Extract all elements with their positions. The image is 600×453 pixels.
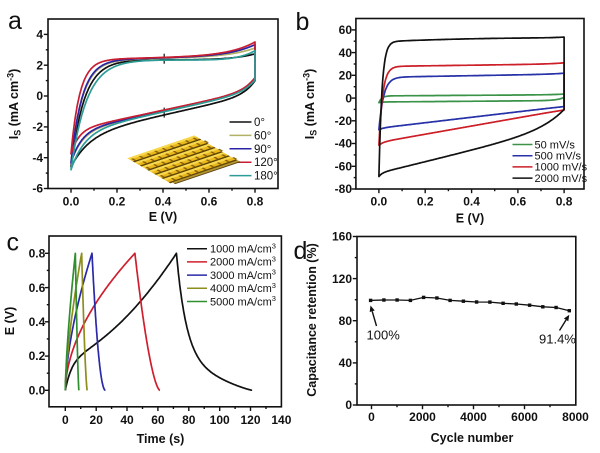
svg-text:E (V): E (V) xyxy=(3,307,17,335)
svg-text:0.4: 0.4 xyxy=(463,195,480,209)
svg-text:1000 mA/cm3: 1000 mA/cm3 xyxy=(210,241,276,255)
svg-text:0.8: 0.8 xyxy=(247,194,264,208)
svg-text:0.6: 0.6 xyxy=(201,194,218,208)
svg-text:8000: 8000 xyxy=(562,410,589,424)
svg-text:0.8: 0.8 xyxy=(29,247,46,261)
svg-text:60°: 60° xyxy=(254,130,271,142)
svg-text:0.2: 0.2 xyxy=(29,349,46,363)
svg-text:60: 60 xyxy=(151,413,165,427)
svg-text:0.2: 0.2 xyxy=(109,194,126,208)
svg-text:0: 0 xyxy=(368,410,375,424)
svg-text:-40: -40 xyxy=(335,137,353,151)
svg-text:4: 4 xyxy=(36,28,43,42)
svg-text:2000: 2000 xyxy=(409,410,436,424)
svg-text:1000 mV/s: 1000 mV/s xyxy=(535,162,588,174)
svg-text:Cycle number: Cycle number xyxy=(431,431,514,445)
svg-text:E (V): E (V) xyxy=(456,212,484,226)
svg-text:91.4%: 91.4% xyxy=(539,332,576,347)
svg-text:90°: 90° xyxy=(254,144,271,156)
svg-text:-60: -60 xyxy=(335,160,353,174)
svg-text:0.4: 0.4 xyxy=(29,315,46,329)
svg-text:0: 0 xyxy=(36,89,43,103)
svg-text:IS (mA cm-3): IS (mA cm-3) xyxy=(302,69,319,140)
svg-text:0: 0 xyxy=(62,413,69,427)
svg-text:100: 100 xyxy=(210,413,230,427)
svg-text:Capacitance retention (%): Capacitance retention (%) xyxy=(305,243,319,397)
svg-text:40: 40 xyxy=(120,413,134,427)
svg-text:-20: -20 xyxy=(335,114,353,128)
svg-text:20: 20 xyxy=(339,69,353,83)
svg-text:0.0: 0.0 xyxy=(63,194,80,208)
svg-text:0: 0 xyxy=(345,91,352,105)
svg-text:2: 2 xyxy=(36,58,43,72)
svg-text:0.8: 0.8 xyxy=(556,195,573,209)
svg-text:c: c xyxy=(7,229,20,257)
svg-text:4000 mA/cm3: 4000 mA/cm3 xyxy=(210,281,276,295)
svg-text:0.2: 0.2 xyxy=(417,195,434,209)
svg-text:d: d xyxy=(294,237,308,265)
svg-text:160: 160 xyxy=(332,230,352,244)
svg-text:0.0: 0.0 xyxy=(371,195,388,209)
svg-text:5000 mA/cm3: 5000 mA/cm3 xyxy=(210,294,276,308)
svg-text:0.4: 0.4 xyxy=(155,194,172,208)
svg-text:180°: 180° xyxy=(254,171,278,183)
svg-text:3000 mA/cm3: 3000 mA/cm3 xyxy=(210,268,276,282)
svg-text:80: 80 xyxy=(339,314,353,328)
svg-text:2000 mV/s: 2000 mV/s xyxy=(535,173,588,185)
svg-text:120: 120 xyxy=(332,272,352,286)
svg-text:4000: 4000 xyxy=(460,410,487,424)
svg-text:b: b xyxy=(296,8,310,36)
svg-text:20: 20 xyxy=(90,413,104,427)
svg-text:40: 40 xyxy=(339,46,353,60)
svg-text:40: 40 xyxy=(339,356,353,370)
svg-text:0: 0 xyxy=(345,398,352,412)
svg-text:2000 mA/cm3: 2000 mA/cm3 xyxy=(210,255,276,269)
svg-text:140: 140 xyxy=(271,413,291,427)
svg-text:80: 80 xyxy=(182,413,196,427)
svg-text:Time (s): Time (s) xyxy=(137,432,185,446)
svg-text:6000: 6000 xyxy=(511,410,538,424)
svg-text:60: 60 xyxy=(339,23,353,37)
svg-text:0°: 0° xyxy=(254,117,265,129)
svg-text:50 mV/s: 50 mV/s xyxy=(535,139,576,151)
svg-text:-2: -2 xyxy=(32,120,43,134)
svg-text:0.0: 0.0 xyxy=(29,384,46,398)
svg-text:0.6: 0.6 xyxy=(510,195,527,209)
svg-text:0.6: 0.6 xyxy=(29,281,46,295)
svg-text:E (V): E (V) xyxy=(149,210,177,224)
svg-text:120: 120 xyxy=(240,413,260,427)
svg-text:500 mV/s: 500 mV/s xyxy=(535,151,582,163)
svg-text:-80: -80 xyxy=(335,182,353,196)
svg-text:-6: -6 xyxy=(32,182,43,196)
svg-text:a: a xyxy=(8,7,22,35)
svg-text:120°: 120° xyxy=(254,157,278,169)
svg-text:IS (mA cm-3): IS (mA cm-3) xyxy=(6,69,23,140)
svg-text:-4: -4 xyxy=(32,151,43,165)
svg-text:100%: 100% xyxy=(367,328,401,343)
